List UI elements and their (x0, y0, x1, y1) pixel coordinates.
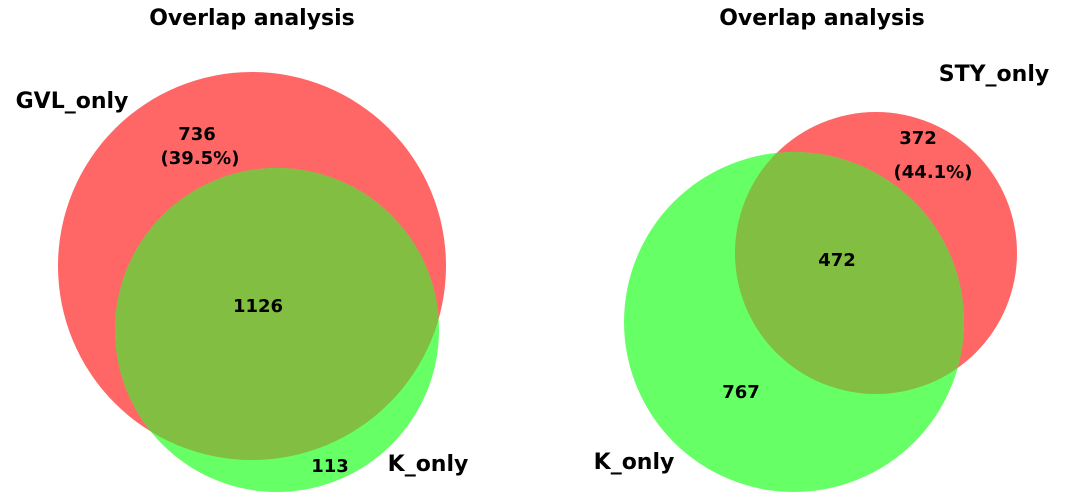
venn-left-label-gvl: GVL_only (16, 89, 129, 114)
venn-left-overlap-region (115, 168, 439, 460)
venn-right-label-k: K_only (594, 450, 675, 475)
venn-right-overlap-region (735, 152, 964, 394)
venn-right-sty-only-count: 372 (899, 128, 937, 149)
venn-left-gvl-only-percent: (39.5%) (161, 148, 240, 169)
venn-left-gvl-only-count: 736 (178, 124, 216, 145)
venn-right: Overlap analysis STY_only K_only 372 (44… (594, 6, 1049, 492)
venn-right-k-only-count: 767 (722, 382, 760, 403)
venn-left-title: Overlap analysis (149, 6, 355, 31)
venn-right-label-sty: STY_only (939, 62, 1049, 87)
venn-right-sty-only-percent: (44.1%) (894, 162, 973, 183)
venn-right-overlap-count: 472 (818, 250, 856, 271)
venn-left: Overlap analysis GVL_only K_only 736 (39… (16, 6, 469, 492)
venn-right-title: Overlap analysis (719, 6, 925, 31)
venn-left-overlap-count: 1126 (233, 296, 283, 317)
venn-left-k-only-count: 113 (311, 456, 349, 477)
venn-left-label-k: K_only (388, 452, 469, 477)
